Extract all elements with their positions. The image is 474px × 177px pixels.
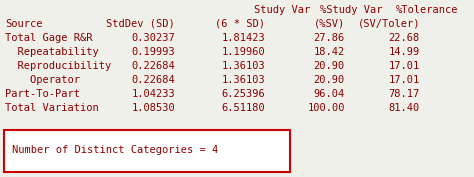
- Text: Total Gage R&R: Total Gage R&R: [5, 33, 92, 43]
- Text: %Tolerance: %Tolerance: [395, 5, 458, 15]
- Text: 1.08530: 1.08530: [131, 103, 175, 113]
- Text: 20.90: 20.90: [314, 75, 345, 85]
- Text: Operator: Operator: [5, 75, 80, 85]
- Text: 18.42: 18.42: [314, 47, 345, 57]
- Text: 81.40: 81.40: [389, 103, 420, 113]
- Text: %Study Var: %Study Var: [320, 5, 383, 15]
- Text: 17.01: 17.01: [389, 61, 420, 71]
- Text: Reproducibility: Reproducibility: [5, 61, 111, 71]
- Text: 1.36103: 1.36103: [221, 75, 265, 85]
- Text: 0.19993: 0.19993: [131, 47, 175, 57]
- Text: 14.99: 14.99: [389, 47, 420, 57]
- Text: Number of Distinct Categories = 4: Number of Distinct Categories = 4: [12, 145, 218, 155]
- Text: Repeatability: Repeatability: [5, 47, 99, 57]
- Text: 27.86: 27.86: [314, 33, 345, 43]
- Text: 1.19960: 1.19960: [221, 47, 265, 57]
- Text: 6.25396: 6.25396: [221, 89, 265, 99]
- Text: 17.01: 17.01: [389, 75, 420, 85]
- Text: 0.22684: 0.22684: [131, 61, 175, 71]
- Text: 78.17: 78.17: [389, 89, 420, 99]
- Text: 0.30237: 0.30237: [131, 33, 175, 43]
- Text: 6.51180: 6.51180: [221, 103, 265, 113]
- Text: Study Var: Study Var: [254, 5, 310, 15]
- Text: (6 * SD): (6 * SD): [215, 19, 265, 29]
- Text: 0.22684: 0.22684: [131, 75, 175, 85]
- Text: Total Variation: Total Variation: [5, 103, 99, 113]
- Text: (SV/Toler): (SV/Toler): [357, 19, 420, 29]
- Text: Source: Source: [5, 19, 43, 29]
- Text: 22.68: 22.68: [389, 33, 420, 43]
- Text: Part-To-Part: Part-To-Part: [5, 89, 80, 99]
- Bar: [4, 130, 290, 172]
- Text: 1.81423: 1.81423: [221, 33, 265, 43]
- Text: (%SV): (%SV): [314, 19, 345, 29]
- Text: StdDev (SD): StdDev (SD): [106, 19, 175, 29]
- Text: 100.00: 100.00: [308, 103, 345, 113]
- Text: 1.36103: 1.36103: [221, 61, 265, 71]
- Text: 96.04: 96.04: [314, 89, 345, 99]
- Text: 1.04233: 1.04233: [131, 89, 175, 99]
- Text: 20.90: 20.90: [314, 61, 345, 71]
